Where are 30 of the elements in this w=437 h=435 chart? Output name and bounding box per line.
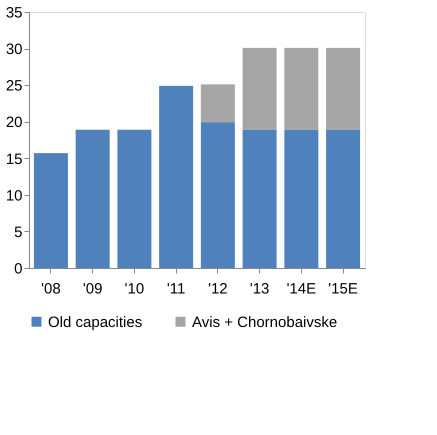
y-tick-label: 25 — [6, 78, 22, 95]
x-tick-label: '12 — [208, 280, 228, 298]
bar — [284, 130, 318, 268]
x-tick-label: '09 — [82, 280, 102, 298]
y-tick-label: 35 — [6, 4, 22, 22]
x-tick-label: '13 — [250, 280, 270, 298]
legend-label: Old capacities — [48, 314, 142, 331]
bar — [200, 84, 235, 122]
legend-label: Avis + Chornobaivske — [192, 314, 338, 331]
x-tick-label: '14E — [286, 280, 316, 298]
bar — [159, 86, 194, 268]
bar — [200, 122, 235, 268]
x-tick-label: '08 — [41, 280, 61, 298]
bar — [34, 153, 68, 268]
x-tick-label: '15E — [328, 280, 358, 298]
y-tick-label: 5 — [14, 224, 22, 241]
y-tick-label: 0 — [14, 260, 22, 278]
y-tick-label: 30 — [6, 41, 22, 58]
y-tick-label: 10 — [6, 187, 22, 204]
bar — [242, 130, 277, 268]
y-tick-label: 15 — [6, 150, 22, 168]
bar — [284, 48, 318, 130]
bar — [242, 48, 277, 130]
y-tick-label: 20 — [6, 114, 22, 132]
x-tick-label: '11 — [166, 280, 186, 298]
bar — [326, 130, 360, 268]
bar — [117, 130, 152, 268]
bar — [326, 48, 360, 130]
bar — [76, 130, 110, 268]
x-tick-label: '10 — [124, 280, 144, 298]
